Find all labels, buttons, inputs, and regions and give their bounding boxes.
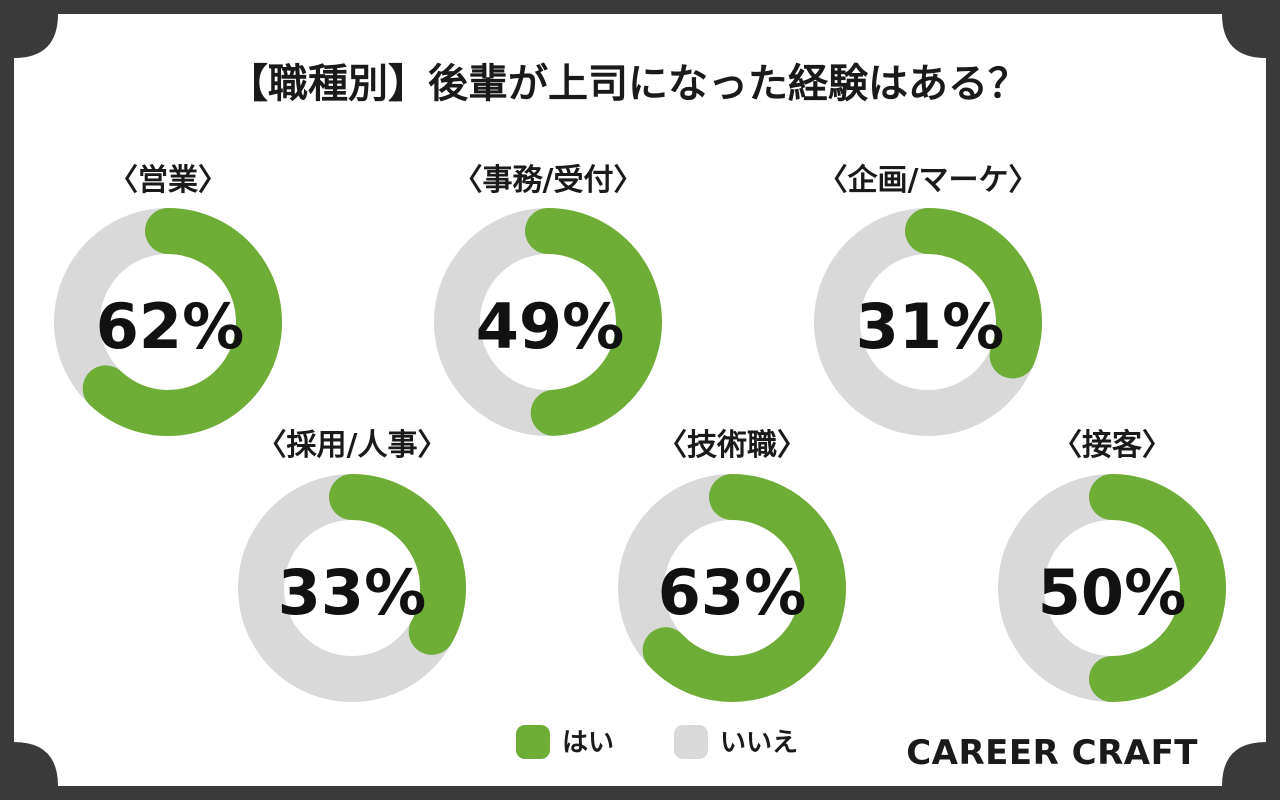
donut-yes-arc-3 xyxy=(329,474,466,655)
percent-label-1: 49% xyxy=(476,290,624,363)
donut-group-4: 〈技術職〉 63% xyxy=(618,428,846,702)
category-label-1: 〈事務/受付〉 xyxy=(453,163,644,198)
category-label-0: 〈営業〉 xyxy=(108,163,228,198)
donut-group-0: 〈営業〉 62% xyxy=(54,163,282,436)
donut-yes-arc-2 xyxy=(905,208,1042,379)
donut-group-1: 〈事務/受付〉 49% xyxy=(434,163,662,436)
percent-label-3: 33% xyxy=(278,556,426,629)
legend-label-yes: はい xyxy=(562,728,614,758)
donut-yes-arc-0 xyxy=(82,208,282,436)
brand-logo-text: CAREER CRAFT xyxy=(906,733,1198,773)
donut-group-3: 〈採用/人事〉 33% xyxy=(238,428,466,702)
percent-label-0: 62% xyxy=(96,290,244,363)
legend: はい いいえ xyxy=(516,725,798,759)
category-label-5: 〈接客〉 xyxy=(1052,428,1172,463)
legend-swatch-no xyxy=(674,725,708,759)
percent-label-4: 63% xyxy=(658,556,806,629)
legend-swatch-yes xyxy=(516,725,550,759)
category-label-3: 〈採用/人事〉 xyxy=(257,428,448,463)
category-label-2: 〈企画/マーケ〉 xyxy=(818,163,1039,198)
legend-label-no: いいえ xyxy=(720,728,798,758)
percent-label-2: 31% xyxy=(856,290,1004,363)
category-label-4: 〈技術職〉 xyxy=(657,428,807,463)
donut-yes-arc-5 xyxy=(1089,474,1226,702)
donut-group-5: 〈接客〉 50% xyxy=(998,428,1226,702)
donut-group-2: 〈企画/マーケ〉 31% xyxy=(814,163,1042,436)
panel-background xyxy=(14,14,1266,786)
donut-yes-arc-4 xyxy=(642,474,846,702)
percent-label-5: 50% xyxy=(1038,556,1186,629)
donut-yes-arc-1 xyxy=(525,208,662,436)
chart-title: 【職種別】後輩が上司になった経験はある？ xyxy=(228,61,1028,107)
